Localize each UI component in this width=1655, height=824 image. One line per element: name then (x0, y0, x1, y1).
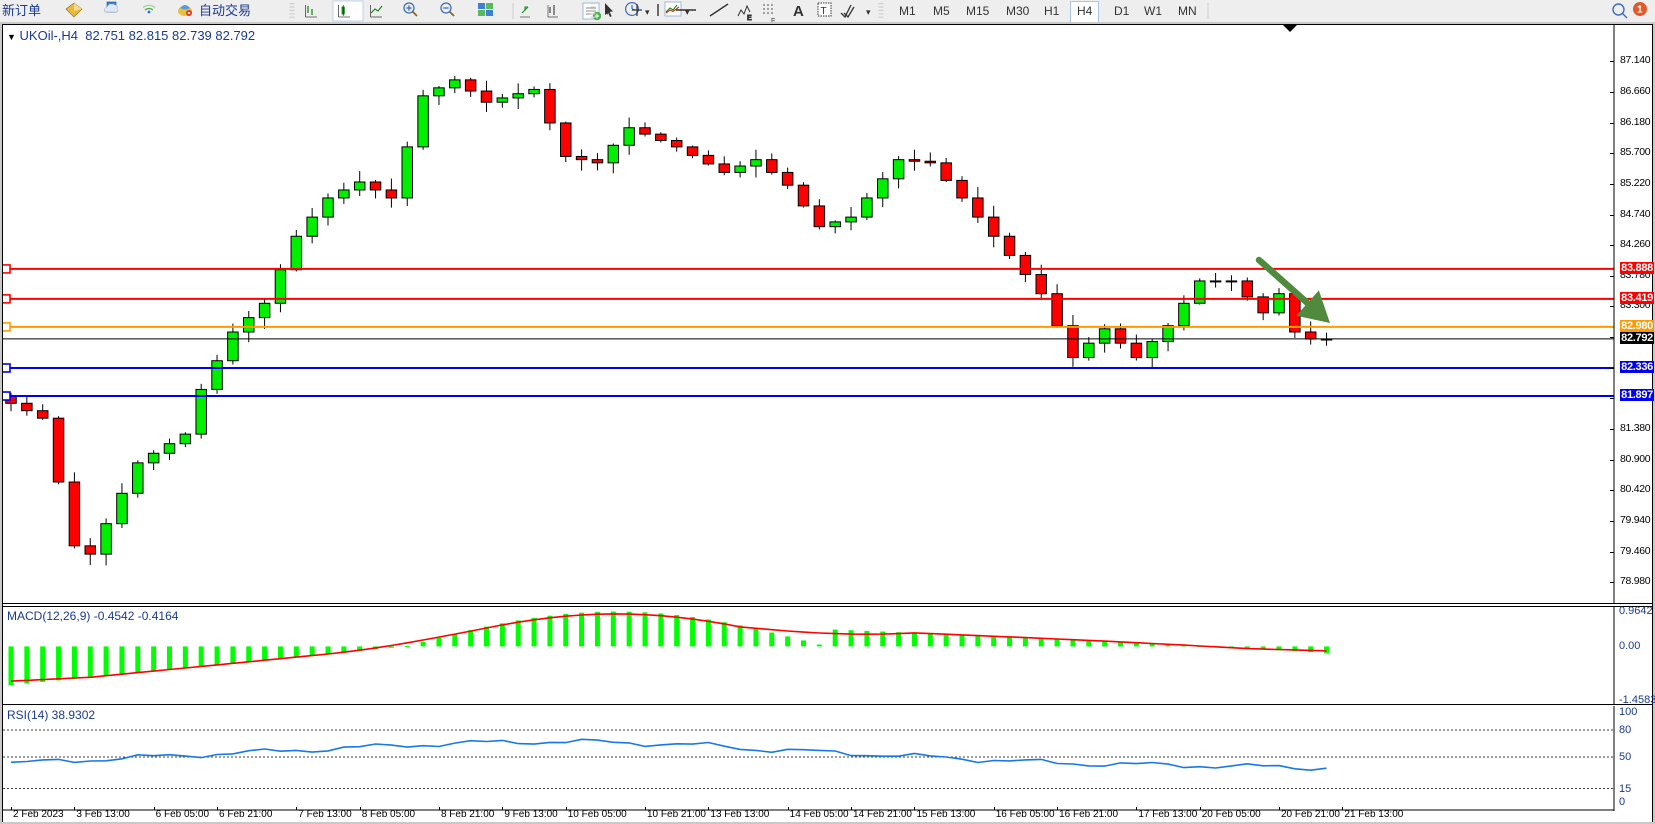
svg-text:1: 1 (1637, 5, 1643, 16)
